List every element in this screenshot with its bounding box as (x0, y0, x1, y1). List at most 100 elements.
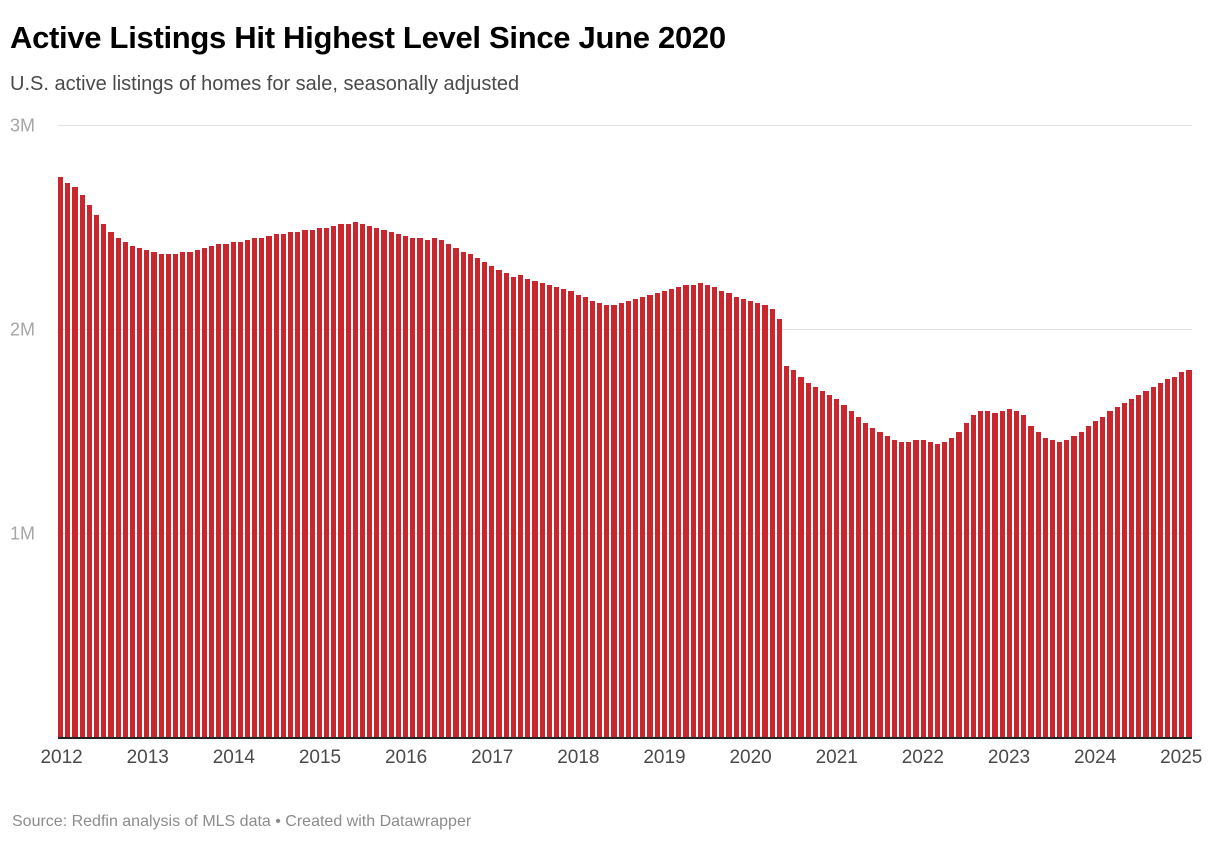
bar (460, 252, 466, 738)
bar (525, 278, 531, 738)
bar (1114, 407, 1120, 738)
bar (223, 243, 229, 738)
bar (1013, 411, 1020, 738)
bar (259, 237, 265, 738)
bar (748, 301, 754, 738)
bar (906, 441, 912, 738)
chart-subtitle: U.S. active listings of homes for sale, … (10, 72, 520, 95)
bar (640, 297, 646, 738)
bar (719, 290, 725, 738)
bar (539, 282, 545, 738)
bar (1136, 394, 1142, 738)
bar (1071, 435, 1077, 738)
bar (1143, 390, 1149, 738)
bar (1164, 378, 1171, 738)
bar (740, 299, 746, 738)
bar (338, 223, 344, 738)
source-note: Source: Redfin analysis of MLS data • Cr… (12, 812, 472, 830)
bar (1172, 376, 1178, 738)
bar (733, 297, 739, 738)
x-axis-tick-label: 2022 (901, 746, 944, 768)
chart-title: Active Listings Hit Highest Level Since … (10, 20, 726, 55)
bar (819, 390, 826, 738)
bar (489, 266, 495, 738)
y-axis-tick-label: 1M (10, 523, 36, 544)
bar (359, 223, 366, 738)
bar (1042, 437, 1048, 738)
x-axis-tick-label: 2019 (643, 746, 686, 768)
bar (438, 239, 445, 738)
bar (395, 233, 401, 738)
bar (316, 227, 322, 738)
bar (65, 182, 71, 738)
bar (1021, 415, 1027, 738)
bar (597, 303, 603, 738)
bar (410, 237, 416, 738)
bar (93, 215, 100, 738)
bar (582, 297, 588, 738)
bar (237, 241, 243, 738)
bar (970, 415, 976, 738)
bar (625, 301, 631, 738)
bar (1157, 382, 1163, 738)
bar (827, 394, 833, 738)
bar (381, 229, 387, 738)
bar (115, 237, 121, 738)
bar (1107, 411, 1113, 738)
bar (575, 294, 581, 738)
bar (280, 233, 286, 738)
bar (841, 405, 847, 738)
bar (503, 272, 509, 738)
bar (870, 427, 876, 738)
bar (244, 239, 251, 738)
bar (510, 276, 516, 738)
bar (1100, 417, 1106, 738)
bar (985, 411, 991, 738)
bar (863, 423, 869, 738)
bar (424, 239, 430, 738)
x-axis-tick-label: 2018 (557, 746, 600, 768)
bar (518, 274, 524, 738)
bar (388, 231, 394, 738)
bar (604, 305, 610, 738)
bar (137, 248, 143, 738)
bar (1057, 441, 1063, 738)
bar (611, 305, 617, 738)
bar (798, 376, 804, 738)
bar (683, 284, 689, 738)
bar (374, 227, 380, 738)
plot-area: 1M 2M 3M (10, 115, 1192, 739)
bar-chart: 1M 2M 3M 2012 2013 2014 2015 2016 2017 2018 2019 2… (10, 115, 1202, 777)
bar (1085, 425, 1091, 738)
y-axis-tick-label: 2M (10, 319, 36, 340)
bar (956, 431, 962, 738)
bar (1121, 403, 1127, 738)
bar (288, 231, 294, 738)
bar (834, 399, 840, 738)
bar (942, 441, 948, 738)
bar (417, 237, 423, 738)
bar (482, 262, 488, 738)
gridline-1M (58, 532, 1192, 534)
bar (273, 233, 279, 738)
bar (367, 225, 373, 738)
bar (1064, 439, 1070, 738)
bar (927, 441, 933, 738)
bar (295, 231, 301, 738)
bar (108, 231, 114, 738)
bar (690, 284, 696, 738)
bar (697, 282, 703, 738)
bar (302, 229, 308, 738)
x-axis-tick-label: 2024 (1073, 746, 1117, 768)
x-axis-tick-label: 2017 (471, 746, 514, 768)
x-axis-baseline (58, 736, 1192, 739)
x-axis-tick-label: 2012 (40, 746, 83, 768)
bar (403, 235, 409, 738)
x-axis-tick-label: 2013 (126, 746, 169, 768)
bar (561, 288, 567, 738)
bar (891, 439, 897, 738)
x-axis-tick-label: 2021 (815, 746, 858, 768)
bar (180, 252, 186, 738)
bar (474, 258, 481, 738)
bar (1078, 431, 1084, 738)
